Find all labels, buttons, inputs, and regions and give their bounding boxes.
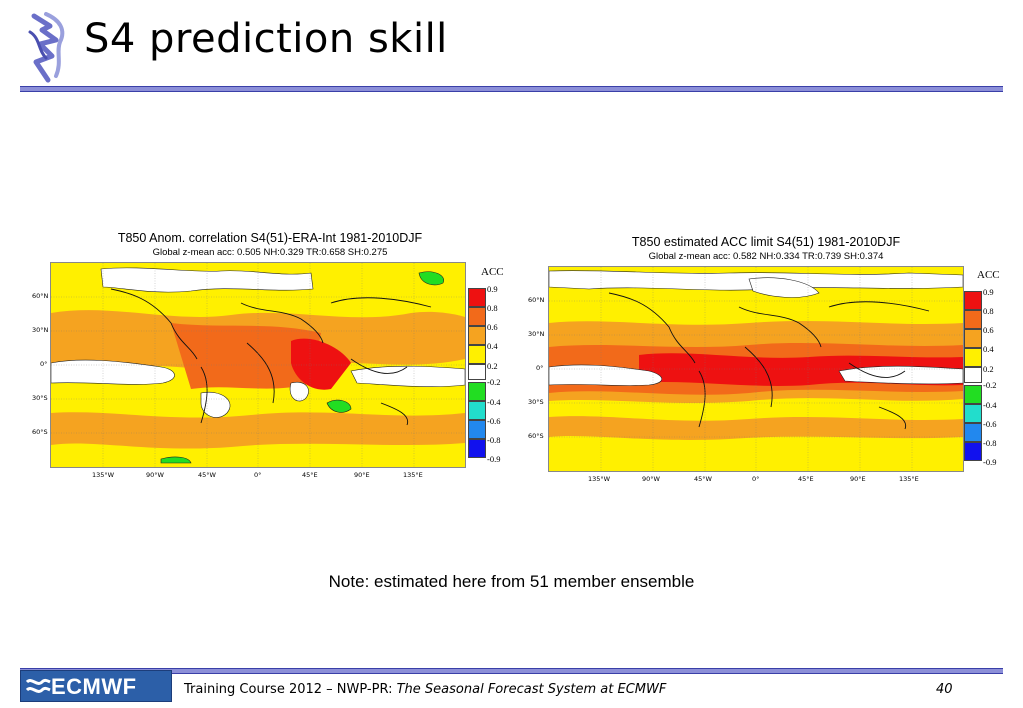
legend-swatch bbox=[468, 307, 486, 326]
legend-title: ACC bbox=[481, 266, 504, 278]
legend-label: 0.6 bbox=[983, 325, 994, 335]
lon-tick: 135°W bbox=[588, 475, 611, 483]
lon-tick: 0° bbox=[254, 471, 262, 479]
map-panel-left: T850 Anom. correlation S4(51)-ERA-Int 19… bbox=[20, 228, 520, 488]
map-plot-right bbox=[548, 266, 964, 472]
legend-swatch bbox=[468, 382, 486, 401]
legend-swatch bbox=[964, 385, 982, 404]
legend-label: -0.9 bbox=[487, 454, 501, 464]
legend-swatch bbox=[468, 364, 486, 380]
legend-label: 0.2 bbox=[487, 361, 498, 371]
lat-tick: 60°N bbox=[528, 296, 545, 304]
footer-divider bbox=[20, 668, 1003, 674]
legend-swatch bbox=[964, 310, 982, 329]
legend-label: 0.4 bbox=[983, 344, 994, 354]
legend-swatch bbox=[964, 423, 982, 442]
legend-label: 0.6 bbox=[487, 322, 498, 332]
legend-title: ACC bbox=[977, 269, 1000, 281]
lat-tick: 60°S bbox=[32, 428, 48, 436]
footer-logo-text: ECMWF bbox=[51, 674, 137, 699]
lon-tick: 90°E bbox=[354, 471, 370, 479]
title-divider bbox=[20, 86, 1003, 92]
footer-course-text: Training Course 2012 – NWP-PR: The Seaso… bbox=[184, 682, 666, 697]
map-title: T850 Anom. correlation S4(51)-ERA-Int 19… bbox=[117, 231, 423, 245]
map-subtitle: Global z-mean acc: 0.582 NH:0.334 TR:0.7… bbox=[648, 251, 884, 262]
legend-swatch bbox=[964, 348, 982, 367]
slide-title: S4 prediction skill bbox=[84, 16, 448, 62]
lon-tick: 45°W bbox=[198, 471, 216, 479]
map-panel-right: T850 estimated ACC limit S4(51) 1981-201… bbox=[516, 232, 1016, 492]
legend-swatch bbox=[468, 401, 486, 420]
legend-label: 0.4 bbox=[487, 341, 498, 351]
lat-tick: 30°N bbox=[32, 326, 49, 334]
acc-contour-map-right bbox=[549, 267, 963, 471]
legend-swatch bbox=[964, 329, 982, 348]
legend-label: -0.6 bbox=[983, 419, 997, 429]
legend-label: -0.2 bbox=[487, 377, 501, 387]
footer-course-prefix: Training Course 2012 – NWP-PR: bbox=[184, 682, 397, 697]
lat-tick: 0° bbox=[40, 360, 48, 368]
lon-tick: 135°E bbox=[403, 471, 423, 479]
ecmwf-footer-logo: ECMWF bbox=[20, 670, 172, 702]
lat-tick: 30°S bbox=[32, 394, 48, 402]
lat-tick: 30°N bbox=[528, 330, 545, 338]
legend-label: 0.9 bbox=[487, 284, 498, 294]
lat-tick: 0° bbox=[536, 364, 544, 372]
legend-swatch bbox=[964, 442, 982, 461]
map-title: T850 estimated ACC limit S4(51) 1981-201… bbox=[631, 235, 901, 249]
acc-contour-map-left bbox=[51, 263, 465, 467]
legend-swatch bbox=[964, 404, 982, 423]
ecmwf-wave-logo-icon bbox=[25, 678, 51, 693]
legend-label: 0.8 bbox=[487, 303, 498, 313]
lon-tick: 135°E bbox=[899, 475, 919, 483]
legend-swatch bbox=[468, 420, 486, 439]
lon-tick: 90°W bbox=[642, 475, 660, 483]
legend-label: -0.8 bbox=[983, 438, 997, 448]
legend-label: -0.4 bbox=[983, 400, 997, 410]
footer-course-title: The Seasonal Forecast System at ECMWF bbox=[396, 682, 667, 697]
lon-tick: 45°E bbox=[798, 475, 814, 483]
legend-label: -0.6 bbox=[487, 416, 501, 426]
legend-swatch bbox=[468, 439, 486, 458]
lat-tick: 60°S bbox=[528, 432, 544, 440]
legend-label: -0.9 bbox=[983, 457, 997, 467]
lat-tick: 30°S bbox=[528, 398, 544, 406]
map-subtitle: Global z-mean acc: 0.505 NH:0.329 TR:0.6… bbox=[152, 247, 388, 258]
legend-swatch bbox=[468, 345, 486, 364]
legend-label: 0.2 bbox=[983, 364, 994, 374]
lon-tick: 90°E bbox=[850, 475, 866, 483]
lon-tick: 0° bbox=[752, 475, 760, 483]
lon-tick: 135°W bbox=[92, 471, 115, 479]
lon-tick: 45°W bbox=[694, 475, 712, 483]
legend-label: 0.9 bbox=[983, 287, 994, 297]
legend-swatch bbox=[964, 367, 982, 383]
legend-label: 0.8 bbox=[983, 306, 994, 316]
lon-tick: 45°E bbox=[302, 471, 318, 479]
legend-label: -0.4 bbox=[487, 397, 501, 407]
map-plot-left bbox=[50, 262, 466, 468]
legend-swatch bbox=[964, 291, 982, 310]
lon-tick: 90°W bbox=[146, 471, 164, 479]
legend-swatch bbox=[468, 326, 486, 345]
page-number: 40 bbox=[936, 682, 953, 697]
legend-label: -0.2 bbox=[983, 380, 997, 390]
legend-label: -0.8 bbox=[487, 435, 501, 445]
lat-tick: 60°N bbox=[32, 292, 49, 300]
legend-swatch bbox=[468, 288, 486, 307]
ecmwf-swirl-logo-icon bbox=[28, 12, 65, 83]
ensemble-note: Note: estimated here from 51 member ense… bbox=[328, 572, 695, 591]
